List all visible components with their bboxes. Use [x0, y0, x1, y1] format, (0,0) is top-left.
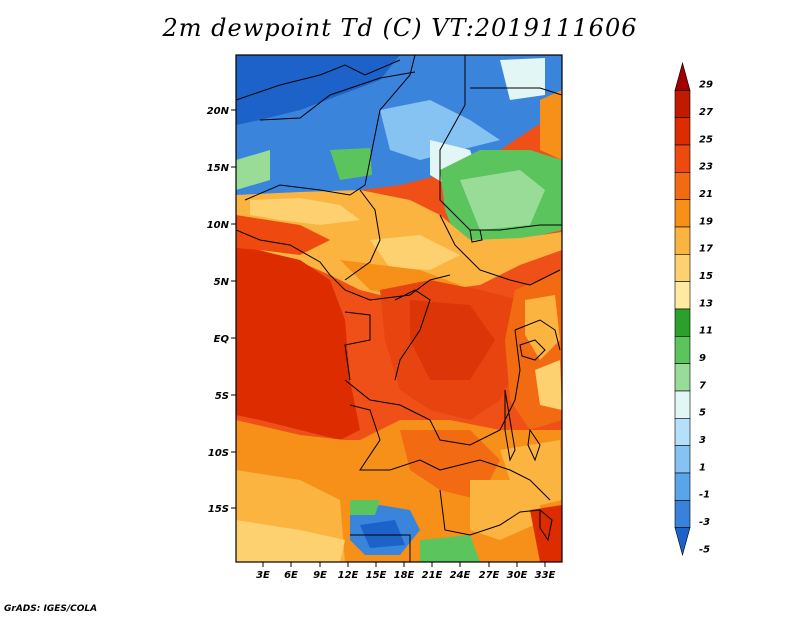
lat-label: 20N — [207, 106, 230, 117]
colorbar-label: -3 — [699, 517, 710, 528]
lat-label: 15N — [207, 163, 230, 174]
colorbar-label: 21 — [699, 189, 713, 200]
plot-frame — [235, 54, 563, 563]
grads-credit: GrADS: IGES/COLA — [4, 604, 98, 614]
colorbar-swatch — [674, 363, 691, 392]
lon-label: 12E — [338, 570, 359, 581]
colorbar-label: 3 — [699, 435, 706, 446]
colorbar-swatch — [674, 445, 691, 474]
colorbar-label: 15 — [699, 271, 713, 282]
map-title: 2m dewpoint Td (C) VT:2019111606 — [162, 14, 638, 42]
colorbar-swatch — [674, 500, 691, 528]
colorbar-label: 27 — [699, 107, 713, 118]
colorbar-swatch — [674, 117, 691, 146]
lon-label: 6E — [284, 570, 298, 581]
colorbar-swatch — [674, 226, 691, 255]
colorbar-swatch — [674, 90, 691, 118]
lat-label: 15S — [208, 504, 229, 515]
lon-label: 27E — [479, 570, 500, 581]
colorbar-legend: 29 27 25 23 21 19 17 15 13 11 9 7 5 3 1 -1 -3 -5 — [674, 61, 713, 557]
colorbar-label: 7 — [699, 380, 706, 391]
colorbar-swatch — [674, 308, 691, 337]
colorbar-swatch — [674, 199, 691, 228]
lat-label: 10N — [207, 220, 230, 231]
lon-label: 9E — [313, 570, 327, 581]
colorbar-label: 25 — [699, 134, 713, 145]
colorbar-label: 19 — [699, 216, 713, 227]
lon-label: 18E — [394, 570, 415, 581]
colorbar-swatch — [674, 418, 691, 446]
country-borders — [236, 55, 562, 562]
colorbar-label: 23 — [699, 162, 713, 173]
lat-label: 5N — [214, 277, 230, 288]
lon-label: 3E — [256, 570, 270, 581]
colorbar-label: 9 — [699, 353, 706, 364]
longitude-axis: 3E 6E 9E 12E 15E 18E 21E 24E 27E 30E 33E — [256, 562, 556, 581]
lon-label: 33E — [535, 570, 556, 581]
colorbar-label: -5 — [699, 544, 710, 555]
lon-label: 24E — [450, 570, 471, 581]
colorbar-swatch — [674, 472, 691, 501]
colorbar-swatch — [674, 61, 691, 91]
colorbar-label: 17 — [699, 244, 713, 255]
lon-label: 30E — [507, 570, 528, 581]
colorbar-swatch — [674, 281, 691, 310]
latitude-axis: 20N 15N 10N 5N EQ 5S 10S 15S — [207, 106, 236, 515]
colorbar-label: -1 — [699, 490, 710, 501]
colorbar-label: 11 — [699, 326, 713, 337]
colorbar-swatch — [674, 254, 691, 282]
colorbar-label: 13 — [699, 298, 713, 309]
lat-label: EQ — [214, 334, 230, 345]
colorbar-swatch — [674, 390, 691, 419]
colorbar-swatch — [674, 144, 691, 173]
colorbar-swatch — [674, 172, 691, 200]
dewpoint-field — [236, 55, 562, 562]
colorbar-swatch — [674, 527, 691, 557]
lat-label: 5S — [215, 391, 229, 402]
colorbar-label: 1 — [699, 462, 706, 473]
lon-label: 21E — [422, 570, 443, 581]
colorbar-label: 29 — [699, 80, 713, 91]
lon-label: 15E — [366, 570, 387, 581]
colorbar-swatch — [674, 336, 691, 364]
colorbar-label: 5 — [699, 408, 706, 419]
lat-label: 10S — [208, 448, 229, 459]
